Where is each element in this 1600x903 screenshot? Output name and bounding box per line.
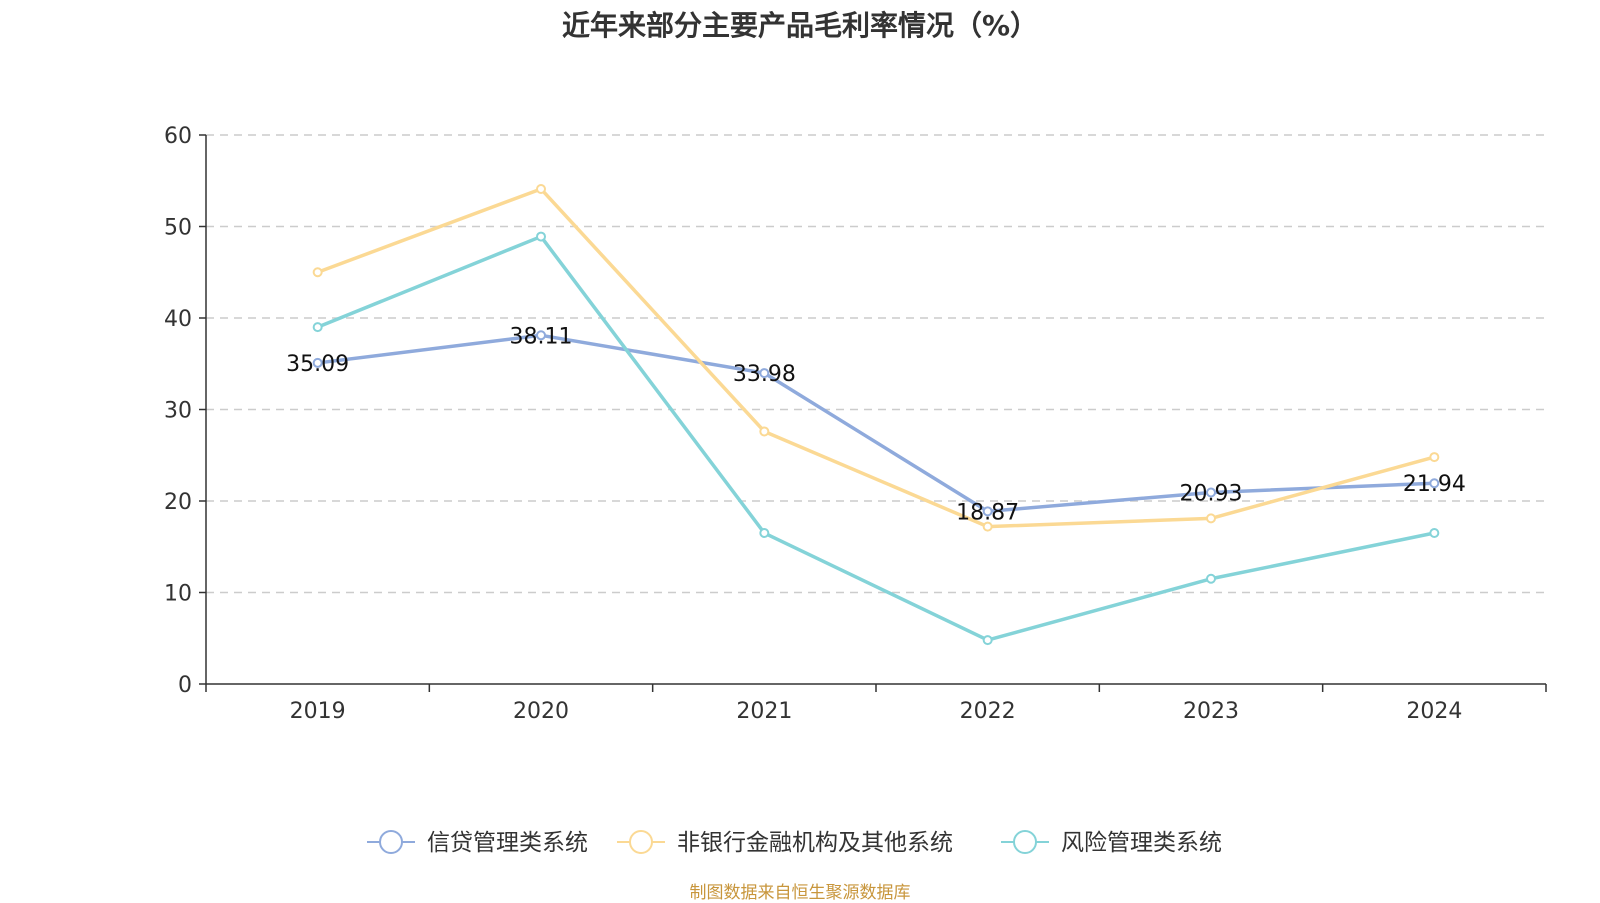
data-label: 21.94 <box>1403 472 1466 497</box>
chart-title: 近年来部分主要产品毛利率情况（%） <box>561 9 1039 42</box>
y-tick-label: 0 <box>178 673 192 698</box>
y-tick-label: 30 <box>164 399 192 424</box>
data-point <box>759 528 770 539</box>
x-tick-label: 2020 <box>513 699 569 724</box>
data-label: 33.98 <box>733 362 796 387</box>
series-line <box>317 333 1435 514</box>
series-line <box>317 187 1435 529</box>
legend-item[interactable]: 信贷管理类系统 <box>367 830 588 856</box>
data-point <box>1429 478 1440 489</box>
data-label: 35.09 <box>286 352 349 377</box>
legend[interactable]: 信贷管理类系统 非银行金融机构及其他系统 风险管理类系统 <box>367 830 1222 856</box>
y-tick-label: 10 <box>164 582 192 607</box>
x-tick-label: 2021 <box>736 699 792 724</box>
y-tick-label: 50 <box>164 216 192 241</box>
data-labels: 35.09 38.11 33.98 18.87 20.93 21.94 <box>286 324 1466 525</box>
data-point <box>536 231 546 242</box>
x-tick-label: 2019 <box>290 699 346 724</box>
data-point <box>536 183 546 194</box>
legend-circle-marker <box>1013 830 1037 854</box>
y-tick-label: 40 <box>164 307 192 332</box>
source-footer: 制图数据来自恒生聚源数据库 <box>689 883 911 903</box>
x-tick-label: 2022 <box>960 699 1016 724</box>
legend-circle-marker <box>629 830 653 854</box>
grid-lines <box>206 134 1546 594</box>
y-tick-label: 20 <box>164 490 192 515</box>
legend-label: 风险管理类系统 <box>1061 830 1222 856</box>
data-point <box>312 322 323 333</box>
x-tick-label: 2023 <box>1183 699 1239 724</box>
x-tick-label: 2024 <box>1406 699 1462 724</box>
axes: 0 10 20 30 40 50 60 2019 2020 2021 2022 2023 2024 <box>164 124 1547 724</box>
data-point <box>1206 573 1216 584</box>
data-point <box>1429 528 1440 539</box>
data-point <box>312 357 323 368</box>
data-label: 38.11 <box>510 324 573 349</box>
data-point <box>536 330 546 341</box>
legend-circle-marker <box>379 830 403 854</box>
y-tick-label: 60 <box>164 124 192 149</box>
legend-item[interactable]: 风险管理类系统 <box>1001 830 1222 856</box>
legend-item[interactable]: 非银行金融机构及其他系统 <box>617 830 953 856</box>
data-point <box>312 267 323 278</box>
data-label: 20.93 <box>1180 481 1243 506</box>
legend-label: 信贷管理类系统 <box>427 830 588 856</box>
data-point <box>759 426 770 437</box>
data-point <box>1429 452 1440 463</box>
data-point <box>982 506 993 517</box>
data-point <box>1206 513 1216 524</box>
data-point <box>982 521 993 532</box>
data-point <box>982 635 993 646</box>
series-lines <box>312 183 1440 646</box>
data-label: 18.87 <box>956 500 1019 525</box>
series-line <box>317 234 1435 642</box>
data-point <box>759 368 770 379</box>
data-point <box>1206 487 1216 498</box>
legend-label: 非银行金融机构及其他系统 <box>677 830 953 856</box>
